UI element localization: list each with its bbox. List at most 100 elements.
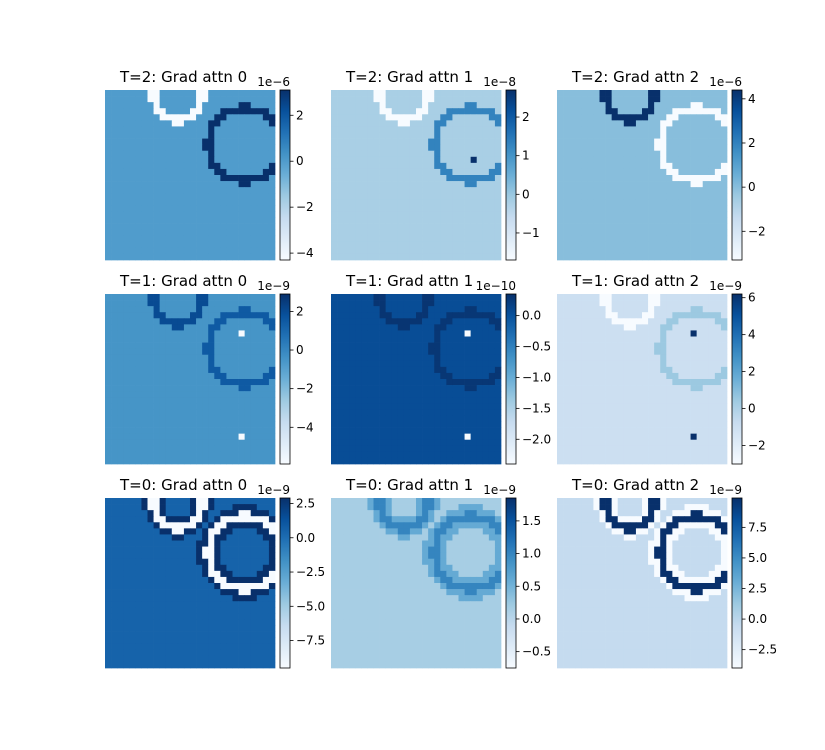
heatmap-cell: [660, 126, 667, 133]
heatmap-cell: [262, 144, 270, 152]
heatmap-cell: [494, 360, 502, 368]
heatmap-cell: [202, 235, 209, 243]
heatmap-cell: [226, 102, 233, 109]
heatmap-cell: [702, 126, 710, 133]
heatmap-cell: [623, 132, 631, 139]
heatmap-cell: [593, 144, 600, 152]
heatmap-cell: [214, 354, 221, 362]
heatmap-cell: [690, 372, 697, 380]
heatmap-cell: [183, 205, 191, 212]
heatmap-cell: [629, 138, 637, 145]
heatmap-cell: [617, 102, 625, 109]
heatmap-cell: [587, 385, 594, 392]
heatmap-cell: [702, 379, 710, 386]
heatmap-cell: [256, 528, 264, 535]
heatmap-cell: [123, 144, 130, 152]
heatmap-cell: [416, 451, 423, 459]
heatmap-cell: [714, 241, 722, 249]
heatmap-cell: [183, 217, 191, 224]
heatmap-cell: [575, 397, 582, 404]
heatmap-cell: [409, 415, 417, 422]
heatmap-cell: [660, 132, 667, 139]
heatmap-cell: [129, 132, 136, 139]
heatmap-cell: [678, 336, 685, 343]
colorbar: [279, 89, 291, 261]
heatmap-cell: [159, 90, 167, 97]
heatmap-cell: [268, 421, 276, 428]
heatmap-cell: [593, 336, 600, 343]
heatmap-cell: [361, 162, 368, 170]
heatmap-cell: [690, 126, 697, 133]
heatmap-cell: [569, 217, 576, 224]
heatmap-cell: [397, 348, 405, 356]
heatmap-cell: [672, 342, 679, 349]
heatmap-cell: [428, 427, 435, 434]
heatmap-cell: [635, 391, 643, 398]
heatmap-cell: [678, 138, 685, 145]
heatmap-cell: [642, 318, 649, 325]
heatmap-cell: [111, 510, 118, 517]
heatmap-cell: [361, 324, 368, 331]
heatmap-cell: [153, 217, 160, 224]
heatmap-cell: [654, 211, 661, 218]
heatmap-cell: [361, 336, 368, 343]
heatmap-cell: [440, 300, 447, 307]
heatmap-cell: [256, 120, 264, 127]
heatmap-cell: [617, 391, 625, 398]
heatmap-cell: [476, 397, 484, 404]
heatmap-cell: [714, 217, 722, 224]
heatmap-cell: [696, 211, 704, 218]
heatmap-cell: [684, 427, 691, 434]
heatmap-cell: [642, 144, 649, 152]
heatmap-cell: [244, 150, 252, 158]
heatmap-cell: [690, 199, 697, 206]
heatmap-cell: [367, 354, 374, 362]
heatmap-cell: [147, 385, 154, 392]
heatmap-cell: [183, 90, 191, 97]
heatmap-cell: [702, 90, 710, 97]
heatmap-cell: [660, 348, 667, 356]
heatmap-cell: [581, 181, 588, 188]
heatmap-cell: [385, 391, 393, 398]
heatmap-cell: [563, 366, 570, 374]
heatmap-cell: [587, 181, 594, 188]
heatmap-cell: [648, 421, 655, 428]
heatmap-cell: [684, 391, 691, 398]
heatmap-cell: [250, 324, 258, 331]
heatmap-cell: [349, 397, 356, 404]
heatmap-cell: [690, 300, 697, 307]
heatmap-cell: [476, 439, 484, 447]
colorbar-tick-label: −1.0: [522, 370, 551, 384]
heatmap-cell: [117, 522, 124, 529]
heatmap-cell: [208, 223, 215, 230]
heatmap-cell: [623, 229, 631, 237]
heatmap-cell: [581, 211, 588, 218]
heatmap-cell: [391, 366, 399, 374]
heatmap-cell: [623, 427, 631, 434]
heatmap-cell: [690, 421, 697, 428]
heatmap-cell: [708, 217, 716, 224]
heatmap-cell: [385, 223, 393, 230]
heatmap-cell: [557, 205, 564, 212]
heatmap-cell: [678, 427, 685, 434]
heatmap-cell: [331, 108, 338, 115]
heatmap-cell: [654, 235, 661, 243]
heatmap-cell: [135, 168, 142, 176]
heatmap-cell: [488, 247, 496, 255]
heatmap-cell: [605, 217, 612, 224]
heatmap-cell: [196, 451, 203, 459]
heatmap-cell: [458, 421, 465, 428]
heatmap-cell: [141, 397, 148, 404]
heatmap-cell: [361, 348, 368, 356]
heatmap-cell: [105, 199, 112, 206]
heatmap-cell: [488, 300, 496, 307]
heatmap-cell: [397, 144, 405, 152]
colorbar-tick-label: 2: [748, 365, 756, 379]
heatmap-cell: [238, 144, 245, 152]
heatmap-cell: [159, 175, 167, 182]
heatmap-cell: [232, 504, 239, 511]
heatmap-cell: [367, 120, 374, 127]
heatmap-cell: [165, 445, 173, 453]
heatmap-cell: [379, 247, 386, 255]
heatmap-cell: [464, 181, 471, 188]
